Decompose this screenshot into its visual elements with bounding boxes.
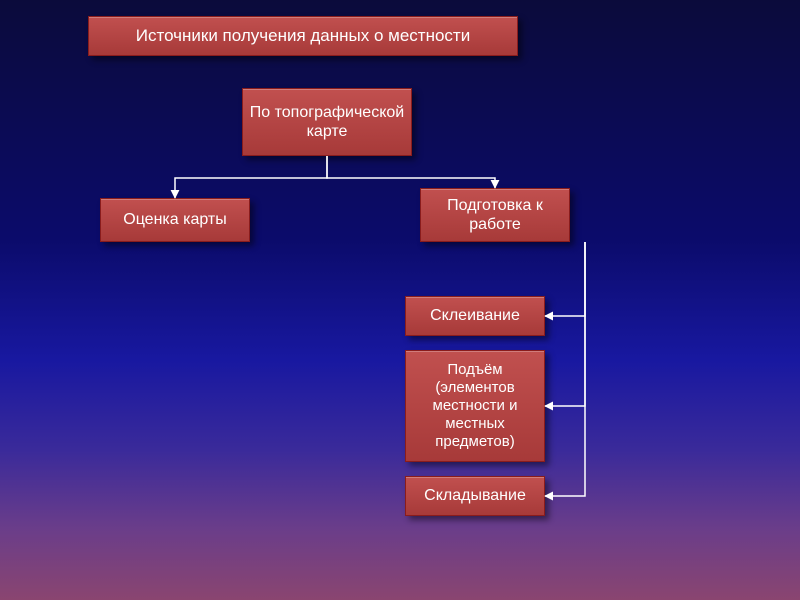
edge-root-prepare — [327, 156, 495, 188]
root-box: По топографической карте — [242, 88, 412, 156]
fold-box: Складывание — [405, 476, 545, 516]
raise-box: Подъём (элементов местности и местных пр… — [405, 350, 545, 462]
edge-prepare-fold — [545, 242, 585, 496]
edge-prepare-glue — [545, 242, 585, 316]
edge-prepare-raise — [545, 242, 585, 406]
glue-box: Склеивание — [405, 296, 545, 336]
evaluate-label: Оценка карты — [123, 210, 226, 229]
raise-label: Подъём (элементов местности и местных пр… — [412, 361, 538, 451]
glue-label: Склеивание — [430, 306, 520, 325]
prepare-label: Подготовка к работе — [427, 196, 563, 234]
root-label: По топографической карте — [249, 103, 405, 141]
edge-root-evaluate — [175, 156, 327, 198]
fold-label: Складывание — [424, 486, 526, 505]
title-label: Источники получения данных о местности — [136, 26, 470, 46]
prepare-box: Подготовка к работе — [420, 188, 570, 242]
evaluate-box: Оценка карты — [100, 198, 250, 242]
title-box: Источники получения данных о местности — [88, 16, 518, 56]
